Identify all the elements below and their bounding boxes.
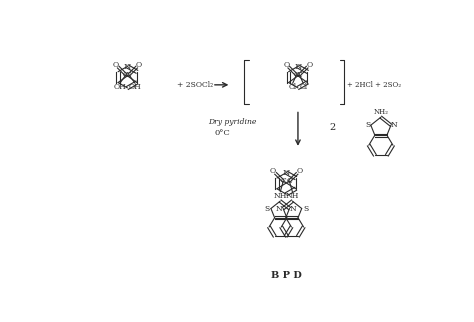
Text: S: S [264,204,270,213]
Text: NH: NH [286,193,299,201]
Text: + 2SOCl₂: + 2SOCl₂ [177,81,213,89]
Text: N: N [276,204,283,213]
Text: N: N [283,169,290,177]
Text: 2: 2 [329,123,335,132]
Text: C: C [286,177,292,185]
Text: Dry pyridine: Dry pyridine [208,118,256,126]
Text: C: C [126,71,132,79]
Text: N: N [290,204,297,213]
Text: C: C [123,71,129,79]
Text: N: N [294,63,301,71]
Text: C: C [281,177,286,185]
Text: S: S [303,204,308,213]
Text: O: O [283,61,290,69]
Text: O: O [306,61,312,69]
Text: OH: OH [129,83,141,91]
Text: OH: OH [113,83,126,91]
Text: N: N [124,63,131,71]
Text: B P D: B P D [271,271,301,280]
Text: O: O [297,167,303,175]
Text: S: S [365,121,370,129]
Text: NH: NH [273,193,287,201]
Text: 0°C: 0°C [214,128,230,137]
Text: C: C [293,71,300,79]
Text: Cl: Cl [299,83,307,91]
Text: O: O [269,167,275,175]
Text: O: O [136,61,142,69]
Text: NH₂: NH₂ [374,108,388,116]
Text: O: O [113,61,119,69]
Text: Cl: Cl [289,83,297,91]
Text: C: C [297,71,302,79]
Text: N: N [391,121,397,129]
Text: + 2HCl + 2SO₂: + 2HCl + 2SO₂ [347,81,401,89]
